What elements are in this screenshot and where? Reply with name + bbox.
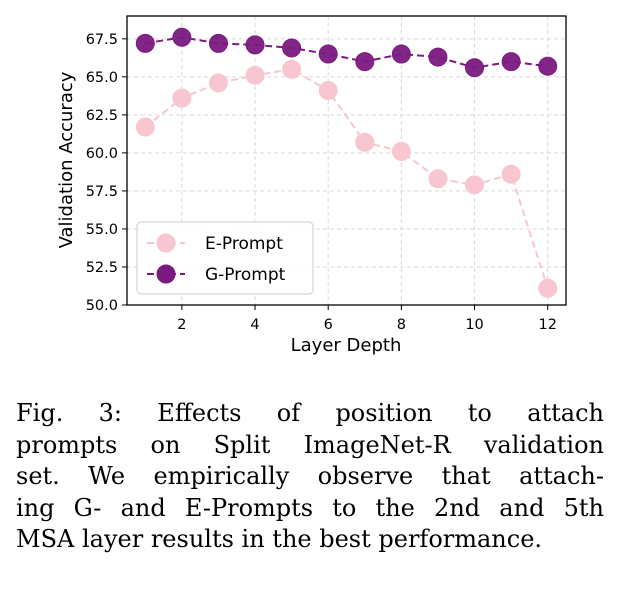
- y-tick-label: 52.5: [86, 260, 118, 276]
- line-chart: 2 4 6 8 10 12 50.0 52.5 55.0 57.5 60.0 62.5 65.0 67.…: [56, 15, 567, 356]
- data-point-g-prompt: [428, 47, 448, 67]
- y-axis-label: Validation Accuracy: [56, 71, 77, 248]
- data-point-g-prompt: [318, 44, 338, 64]
- data-point-g-prompt: [465, 58, 485, 78]
- caption-line: set. We empirically observe that attach-: [16, 462, 604, 490]
- data-point-g-prompt: [135, 33, 155, 53]
- caption-line: prompts on Split ImageNet-R validation: [16, 430, 604, 459]
- figure-caption: Fig. 3: Effects of position to attach pr…: [16, 398, 604, 556]
- x-tick-label: 4: [250, 317, 259, 333]
- plot-frame: [126, 15, 567, 306]
- y-tick-label: 55.0: [86, 222, 118, 238]
- caption-line: Fig. 3: Effects of position to attach: [16, 399, 604, 427]
- x-tick-label: 12: [538, 317, 556, 333]
- data-point-g-prompt: [501, 52, 521, 72]
- x-axis-ticks: 2 4 6 8 10 12: [177, 305, 557, 333]
- y-tick-label: 57.5: [86, 184, 118, 200]
- y-tick-label: 50.0: [86, 298, 118, 314]
- data-point-g-prompt: [282, 38, 302, 58]
- data-point-e-prompt: [501, 164, 521, 184]
- data-point-g-prompt: [172, 27, 192, 47]
- data-point-g-prompt: [391, 44, 411, 64]
- data-point-e-prompt: [318, 81, 338, 101]
- data-point-e-prompt: [391, 141, 411, 161]
- y-axis-ticks: 50.0 52.5 55.0 57.5 60.0 62.5 65.0 67.5: [86, 32, 127, 314]
- x-tick-label: 8: [397, 317, 406, 333]
- x-tick-label: 2: [177, 317, 186, 333]
- legend: E-Prompt G-Prompt: [136, 221, 314, 295]
- data-series: [135, 27, 558, 298]
- caption-line: MSA layer results in the best performanc…: [16, 525, 543, 553]
- legend-box: [136, 221, 314, 295]
- data-point-e-prompt: [245, 65, 265, 85]
- x-tick-label: 10: [465, 317, 483, 333]
- data-point-g-prompt: [355, 52, 375, 72]
- legend-label-g-prompt: G-Prompt: [205, 265, 286, 285]
- y-tick-label: 62.5: [86, 108, 118, 124]
- legend-label-e-prompt: E-Prompt: [205, 234, 283, 254]
- data-point-e-prompt: [355, 132, 375, 152]
- data-point-g-prompt: [538, 56, 558, 76]
- y-tick-label: 65.0: [86, 70, 118, 86]
- data-point-e-prompt: [282, 59, 302, 79]
- data-point-e-prompt: [135, 117, 155, 137]
- data-point-e-prompt: [428, 169, 448, 189]
- data-point-g-prompt: [245, 35, 265, 55]
- legend-marker-g-prompt: [156, 264, 176, 284]
- legend-marker-e-prompt: [156, 233, 176, 253]
- y-tick-label: 67.5: [86, 32, 118, 48]
- data-point-e-prompt: [465, 175, 485, 195]
- data-point-e-prompt: [172, 88, 192, 108]
- series-line-g-prompt: [145, 36, 548, 69]
- x-axis-label: Layer Depth: [291, 335, 402, 356]
- data-point-e-prompt: [538, 278, 558, 298]
- x-tick-label: 6: [324, 317, 333, 333]
- caption-line: ing G- and E-Prompts to the 2nd and 5th: [16, 493, 604, 522]
- y-tick-label: 60.0: [86, 146, 118, 162]
- data-point-g-prompt: [208, 33, 228, 53]
- data-point-e-prompt: [208, 73, 228, 93]
